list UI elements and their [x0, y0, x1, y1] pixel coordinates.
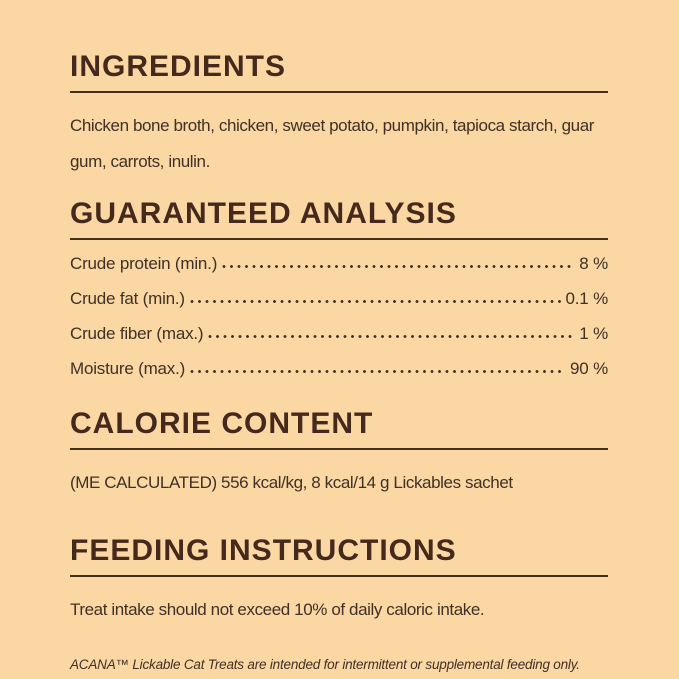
calorie-content-title: CALORIE CONTENT [70, 407, 374, 440]
feeding-instructions-title: FEEDING INSTRUCTIONS [70, 534, 457, 567]
analysis-label: Crude fiber (max.) [70, 324, 204, 343]
ingredients-divider [70, 91, 608, 93]
ingredients-text: Chicken bone broth, chicken, sweet potat… [70, 116, 595, 171]
section-guaranteed-analysis: GUARANTEED ANALYSIS Crude protein (min.)… [70, 199, 608, 379]
section-calorie-content: CALORIE CONTENT (ME CALCULATED) 556 kcal… [70, 409, 608, 501]
analysis-value: 90 % [570, 359, 608, 378]
analysis-table: Crude protein (min.) 8 % Crude fat (min.… [70, 254, 608, 379]
analysis-row-moisture: Moisture (max.) 90 % [70, 359, 608, 379]
guaranteed-analysis-title: GUARANTEED ANALYSIS [70, 197, 457, 230]
analysis-value: 1 % [579, 324, 608, 343]
calorie-content-divider [70, 448, 608, 450]
analysis-row-crude-fat: Crude fat (min.) 0.1 % [70, 289, 608, 309]
dot-leader [222, 264, 575, 269]
section-feeding-instructions: FEEDING INSTRUCTIONS Treat intake should… [70, 536, 608, 628]
dot-leader [208, 334, 575, 339]
footnote-text: ACANA™ Lickable Cat Treats are intended … [70, 657, 580, 672]
feeding-instructions-text: Treat intake should not exceed 10% of da… [70, 600, 485, 619]
analysis-label: Crude protein (min.) [70, 254, 218, 273]
ingredients-title: INGREDIENTS [70, 50, 287, 83]
guaranteed-analysis-divider [70, 238, 608, 240]
analysis-row-crude-protein: Crude protein (min.) 8 % [70, 254, 608, 274]
feeding-instructions-divider [70, 575, 608, 577]
analysis-value: 0.1 % [565, 289, 609, 308]
dot-leader [189, 299, 561, 304]
analysis-value: 8 % [579, 254, 608, 273]
dot-leader [190, 369, 566, 374]
calorie-content-text: (ME CALCULATED) 556 kcal/kg, 8 kcal/14 g… [70, 473, 513, 492]
analysis-label: Crude fat (min.) [70, 289, 185, 308]
analysis-row-crude-fiber: Crude fiber (max.) 1 % [70, 324, 608, 344]
analysis-label: Moisture (max.) [70, 359, 186, 378]
section-ingredients: INGREDIENTS Chicken bone broth, chicken,… [70, 52, 608, 180]
